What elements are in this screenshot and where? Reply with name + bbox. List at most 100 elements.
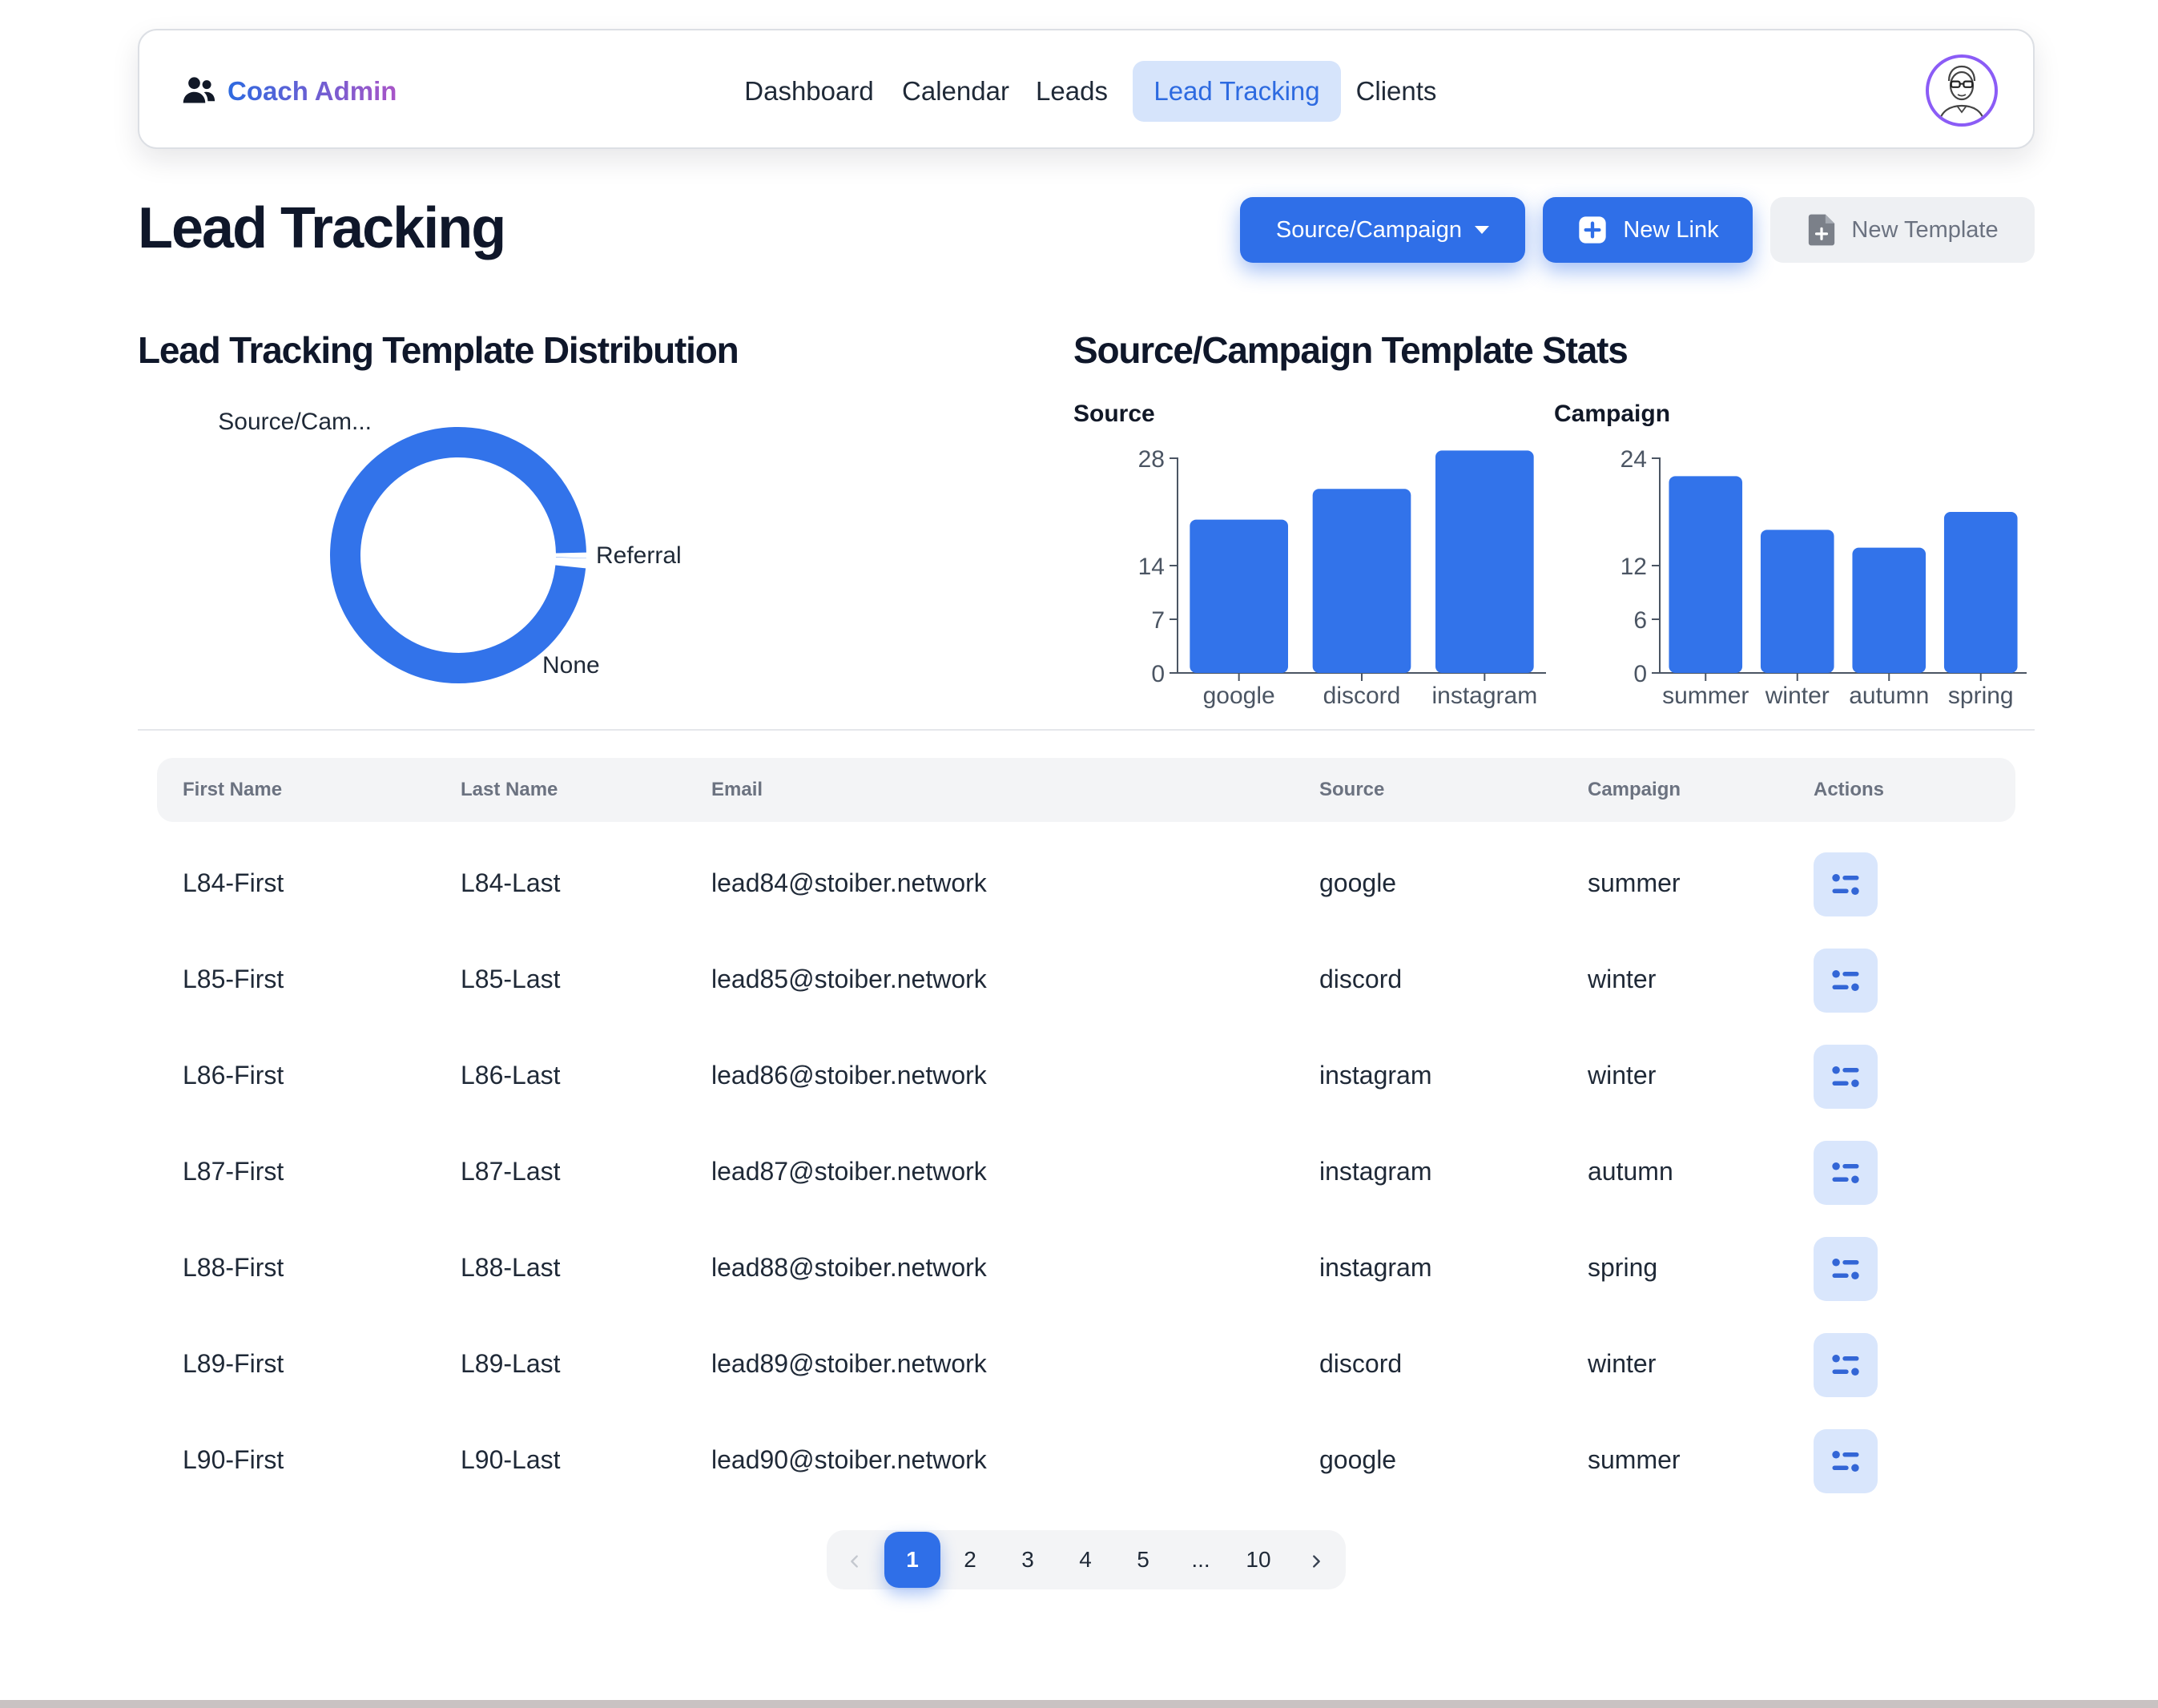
pagination-page-3[interactable]: 3 xyxy=(1021,1547,1034,1572)
row-actions-button[interactable] xyxy=(1814,852,1878,916)
x-tick-label: instagram xyxy=(1431,683,1537,709)
bar-spring[interactable] xyxy=(1943,512,2018,673)
cell-first-name: L87-First xyxy=(183,1157,284,1186)
table-row: L84-First L84-Last lead84@stoiber.network g… xyxy=(157,835,2015,931)
cell-last-name: L85-Last xyxy=(461,965,561,993)
sliders-icon xyxy=(1832,1450,1859,1472)
bar-instagram[interactable] xyxy=(1435,450,1534,673)
column-header-last-name[interactable]: Last Name xyxy=(461,779,558,800)
pagination-page-5[interactable]: 5 xyxy=(1137,1547,1149,1572)
cell-campaign: winter xyxy=(1588,1061,1657,1090)
cell-source: discord xyxy=(1319,965,1403,993)
pagination-page-2[interactable]: 2 xyxy=(964,1547,976,1572)
new-link-label: New Link xyxy=(1623,216,1719,243)
cell-campaign: winter xyxy=(1588,1349,1657,1378)
cell-campaign: summer xyxy=(1588,868,1681,897)
bottom-edge xyxy=(0,1700,2158,1708)
row-actions-button[interactable] xyxy=(1814,1045,1878,1109)
new-link-button[interactable]: New Link xyxy=(1543,197,1753,263)
top-navbar: Coach Admin Dashboard Calendar Leads Lea… xyxy=(138,29,2035,149)
cell-last-name: L88-Last xyxy=(461,1253,561,1282)
cell-first-name: L90-First xyxy=(183,1445,284,1474)
cell-source: instagram xyxy=(1319,1253,1432,1282)
pagination-prev-button[interactable] xyxy=(827,1532,883,1588)
nav-clients[interactable]: Clients xyxy=(1355,76,1437,106)
source-campaign-dropdown-button[interactable]: Source/Campaign xyxy=(1240,197,1525,263)
cell-email: lead90@stoiber.network xyxy=(711,1445,987,1474)
new-template-button[interactable]: New Template xyxy=(1770,197,2035,263)
donut-slice-2[interactable] xyxy=(330,427,586,683)
distribution-title: Lead Tracking Template Distribution xyxy=(138,329,739,371)
cell-first-name: L86-First xyxy=(183,1061,284,1090)
bar-summer[interactable] xyxy=(1669,476,1743,673)
column-header-campaign[interactable]: Campaign xyxy=(1588,779,1681,800)
bar-discord[interactable] xyxy=(1312,489,1411,673)
cell-first-name: L84-First xyxy=(183,868,284,897)
column-header-email[interactable]: Email xyxy=(711,779,763,800)
brand-name: Coach Admin xyxy=(227,76,397,106)
cell-email: lead88@stoiber.network xyxy=(711,1253,987,1282)
nav-lead-tracking[interactable]: Lead Tracking xyxy=(1133,61,1341,122)
table-row: L88-First L88-Last lead88@stoiber.network i… xyxy=(157,1219,2015,1315)
nav-dashboard[interactable]: Dashboard xyxy=(744,76,874,106)
cell-email: lead84@stoiber.network xyxy=(711,868,987,897)
nav-leads[interactable]: Leads xyxy=(1036,76,1108,106)
cell-email: lead89@stoiber.network xyxy=(711,1349,987,1378)
column-header-actions: Actions xyxy=(1814,779,1885,800)
bar-winter[interactable] xyxy=(1760,530,1834,673)
x-tick-label: winter xyxy=(1765,683,1830,709)
user-avatar-icon xyxy=(1938,65,1986,123)
brand[interactable]: Coach Admin xyxy=(181,72,397,111)
table-row: L87-First L87-Last lead87@stoiber.network i… xyxy=(157,1123,2015,1219)
sliders-icon xyxy=(1832,1162,1859,1184)
y-tick-label: 0 xyxy=(1633,661,1647,687)
row-actions-button[interactable] xyxy=(1814,1429,1878,1493)
source-campaign-button-label: Source/Campaign xyxy=(1275,216,1463,243)
pagination-page-1[interactable]: 1 xyxy=(884,1532,940,1588)
pagination: 1 2 3 4 5 ... 10 xyxy=(827,1530,1346,1589)
cell-campaign: autumn xyxy=(1588,1157,1673,1186)
row-actions-button[interactable] xyxy=(1814,1237,1878,1301)
cell-email: lead87@stoiber.network xyxy=(711,1157,987,1186)
cell-email: lead85@stoiber.network xyxy=(711,965,987,993)
cell-last-name: L87-Last xyxy=(461,1157,561,1186)
cell-campaign: spring xyxy=(1588,1253,1658,1282)
y-tick-label: 14 xyxy=(1138,554,1165,580)
row-actions-button[interactable] xyxy=(1814,949,1878,1013)
y-tick-label: 12 xyxy=(1621,554,1647,580)
pagination-page-10[interactable]: 10 xyxy=(1246,1547,1271,1572)
users-icon xyxy=(181,72,216,111)
x-tick-label: autumn xyxy=(1849,683,1929,709)
sliders-icon xyxy=(1832,1065,1859,1088)
cell-source: instagram xyxy=(1319,1157,1432,1186)
column-header-source[interactable]: Source xyxy=(1319,779,1385,800)
cell-source: instagram xyxy=(1319,1061,1432,1090)
nav-links: Dashboard Calendar Leads Lead Tracking C… xyxy=(139,61,2033,122)
page-title: Lead Tracking xyxy=(138,196,506,260)
cell-last-name: L90-Last xyxy=(461,1445,561,1474)
row-actions-button[interactable] xyxy=(1814,1333,1878,1397)
table-row: L90-First L90-Last lead90@stoiber.network g… xyxy=(157,1412,2015,1508)
pagination-page-4[interactable]: 4 xyxy=(1079,1547,1092,1572)
bar-google[interactable] xyxy=(1190,519,1288,673)
cell-source: google xyxy=(1319,868,1397,897)
cell-first-name: L88-First xyxy=(183,1253,284,1282)
new-template-label: New Template xyxy=(1851,216,1999,243)
y-tick-label: 0 xyxy=(1151,661,1165,687)
column-header-first-name[interactable]: First Name xyxy=(183,779,283,800)
y-tick-label: 24 xyxy=(1621,446,1647,473)
user-avatar[interactable] xyxy=(1926,54,1998,127)
bar-autumn[interactable] xyxy=(1852,547,1926,673)
section-divider xyxy=(138,729,2035,731)
donut-label-1: Referral xyxy=(596,542,682,569)
chevron-left-icon xyxy=(851,1555,858,1568)
stats-title: Source/Campaign Template Stats xyxy=(1073,329,1629,371)
x-tick-label: spring xyxy=(1948,683,2014,709)
source-chart-title: Source xyxy=(1073,401,1155,427)
nav-calendar[interactable]: Calendar xyxy=(902,76,1009,106)
row-actions-button[interactable] xyxy=(1814,1141,1878,1205)
pagination-next-button[interactable] xyxy=(1288,1532,1344,1588)
sliders-icon xyxy=(1832,1258,1859,1280)
table-row: L86-First L86-Last lead86@stoiber.network i… xyxy=(157,1027,2015,1123)
